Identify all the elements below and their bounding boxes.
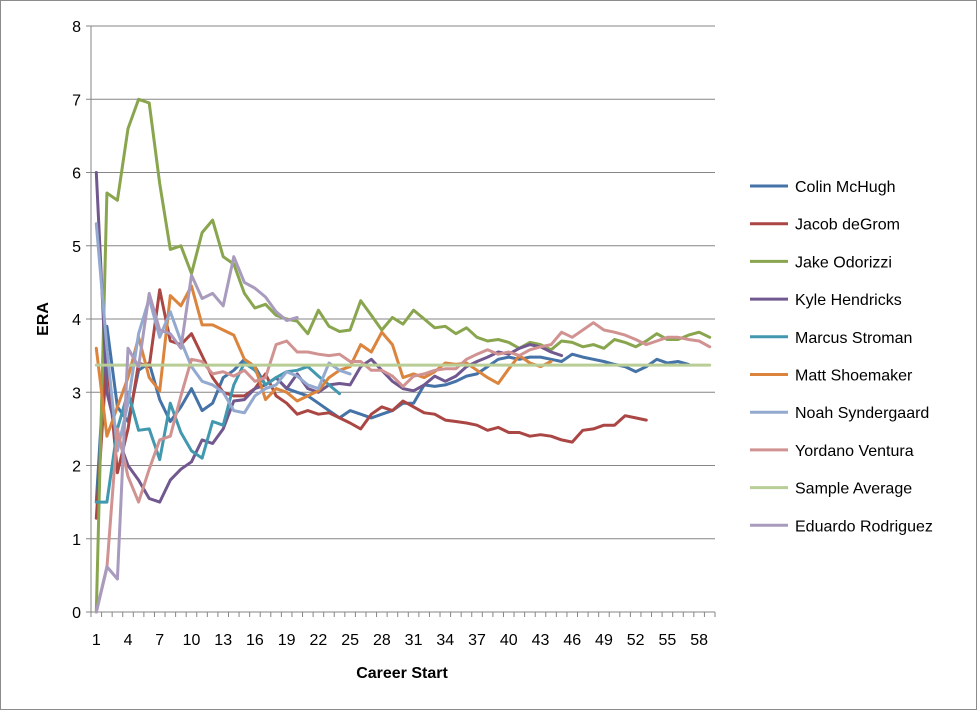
x-tick-label: 40 bbox=[500, 632, 518, 649]
x-tick-label: 37 bbox=[468, 632, 486, 649]
y-tick-label: 5 bbox=[72, 239, 81, 256]
x-tick-label: 49 bbox=[595, 632, 613, 649]
series-line-jake-odorizzi bbox=[94, 97, 712, 614]
x-tick-label: 58 bbox=[690, 632, 708, 649]
x-tick-label: 52 bbox=[627, 632, 645, 649]
legend-label-noah-syndergaard: Noah Syndergaard bbox=[795, 405, 929, 422]
y-tick-labels: 0 1 2 3 4 5 6 7 8 bbox=[72, 19, 81, 622]
legend-label-matt-shoemaker: Matt Shoemaker bbox=[795, 368, 913, 385]
series-line-jacob-degrom bbox=[94, 288, 648, 520]
legend-label-sample-average: Sample Average bbox=[795, 481, 912, 498]
x-tick-label: 28 bbox=[373, 632, 391, 649]
x-tick-label: 31 bbox=[405, 632, 423, 649]
series-line-matt-shoemaker bbox=[94, 284, 553, 438]
axes bbox=[86, 25, 716, 617]
x-tick-label: 22 bbox=[309, 632, 327, 649]
legend: Colin McHugh Jacob deGrom Jake Odorizzi Kyl… bbox=[750, 179, 933, 535]
legend-label-jake-odorizzi: Jake Odorizzi bbox=[795, 254, 892, 271]
series-line-eduardo-rodriguez bbox=[94, 255, 299, 614]
legend-label-eduardo-rodriguez: Eduardo Rodriguez bbox=[795, 518, 933, 535]
y-tick-label: 6 bbox=[72, 166, 81, 183]
legend-label-kyle-hendricks: Kyle Hendricks bbox=[795, 292, 902, 309]
y-tick-label: 3 bbox=[72, 385, 81, 402]
x-tick-labels: 1 4 7 10 13 16 19 22 25 28 31 34 37 40 43 46 49 52 55 58 bbox=[92, 632, 708, 649]
y-tick-label: 4 bbox=[72, 312, 81, 329]
y-tick-label: 0 bbox=[72, 605, 81, 622]
x-tick-label: 1 bbox=[92, 632, 101, 649]
y-tick-label: 8 bbox=[72, 19, 81, 36]
y-axis-title: ERA bbox=[35, 302, 52, 336]
legend-label-yordano-ventura: Yordano Ventura bbox=[795, 443, 914, 460]
x-tick-label: 43 bbox=[532, 632, 550, 649]
x-tick-label: 13 bbox=[214, 632, 232, 649]
x-axis-title: Career Start bbox=[356, 665, 448, 682]
x-tick-label: 25 bbox=[341, 632, 359, 649]
x-tick-label: 10 bbox=[183, 632, 201, 649]
x-tick-label: 46 bbox=[563, 632, 581, 649]
series-lines bbox=[94, 97, 712, 614]
legend-label-colin-mchugh: Colin McHugh bbox=[795, 179, 895, 196]
y-tick-label: 2 bbox=[72, 459, 81, 476]
legend-label-jacob-degrom: Jacob deGrom bbox=[795, 217, 900, 234]
series-line-yordano-ventura bbox=[94, 321, 712, 614]
x-tick-label: 7 bbox=[155, 632, 164, 649]
x-tick-label: 19 bbox=[278, 632, 296, 649]
x-tick-label: 34 bbox=[436, 632, 454, 649]
y-tick-label: 1 bbox=[72, 532, 81, 549]
gridlines bbox=[91, 25, 715, 540]
series-line-noah-syndergaard bbox=[94, 222, 352, 453]
legend-label-marcus-stroman: Marcus Stroman bbox=[795, 330, 912, 347]
x-tick-label: 16 bbox=[246, 632, 264, 649]
x-tick-label: 4 bbox=[124, 632, 133, 649]
series-line-marcus-stroman bbox=[94, 361, 341, 504]
x-tick-label: 55 bbox=[659, 632, 677, 649]
y-tick-label: 7 bbox=[72, 92, 81, 109]
